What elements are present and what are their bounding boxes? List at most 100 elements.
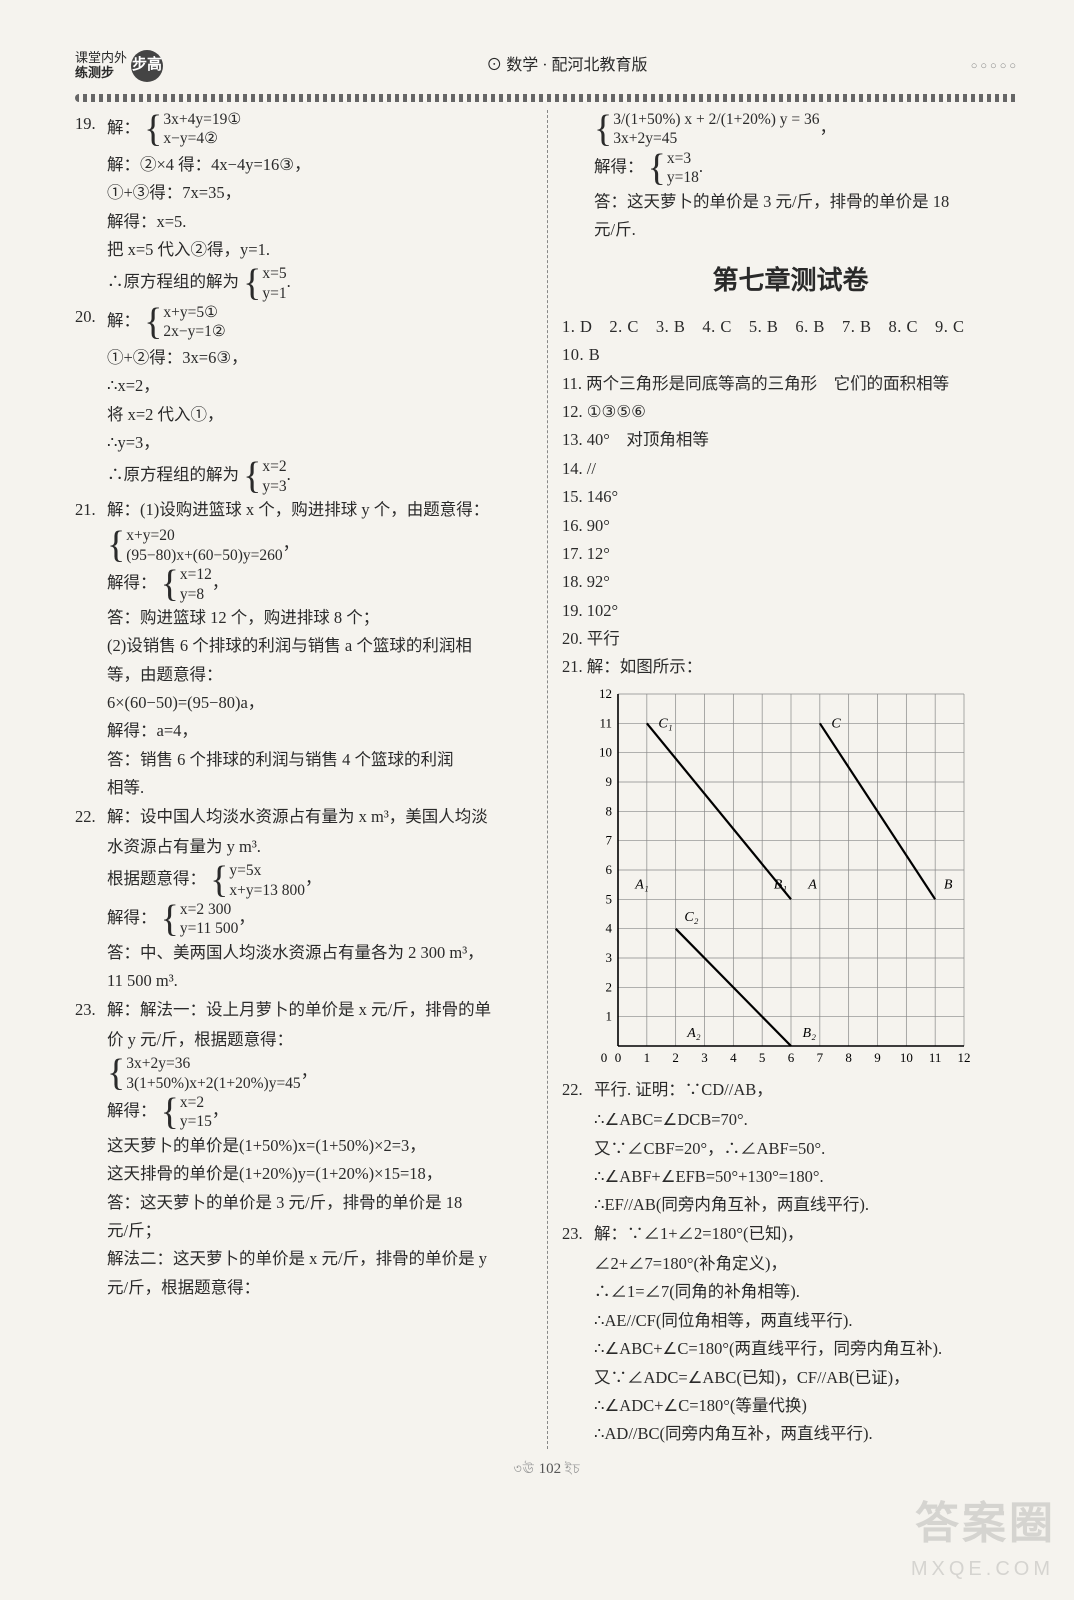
svg-text:12: 12 xyxy=(599,688,612,701)
svg-text:4: 4 xyxy=(730,1050,737,1065)
ans-21h: 21. 解：如图所示： xyxy=(562,653,1019,681)
svg-text:C: C xyxy=(831,716,841,731)
q23l-a1b: 元/斤； xyxy=(75,1217,533,1245)
q23r-l5: ∴∠ABC+∠C=180°(两直线平行，同旁内角互补). xyxy=(562,1335,1019,1363)
svg-text:C₁: C₁ xyxy=(658,716,672,731)
q22r-l2: ∴∠ABC=∠DCB=70°. xyxy=(562,1106,1019,1134)
q21-a2b: 相等. xyxy=(75,774,533,802)
q20-l4: ∴y=3， xyxy=(75,429,533,457)
q21-a2a: 答：销售 6 个排球的利润与销售 4 个篮球的利润 xyxy=(75,746,533,774)
q23l-sys-2: 3(1+50%)x+2(1+20%)y=45 xyxy=(126,1074,300,1093)
header-right: ○○○○○ xyxy=(971,57,1019,76)
q23c-sys-1: 3/(1+50%) x + 2/(1+20%) y = 36 xyxy=(613,110,819,129)
q22l-pre1: 根据题意得： xyxy=(107,869,206,888)
q23l-l3: 这天萝卜的单价是(1+50%)x=(1+50%)×2=3， xyxy=(75,1132,533,1160)
svg-text:4: 4 xyxy=(606,921,613,936)
svg-text:1: 1 xyxy=(606,1009,613,1024)
q19: 19. 解： { 3x+4y=19① x−y=4② xyxy=(75,110,533,149)
chapter-title: 第七章测试卷 xyxy=(562,258,1019,303)
right-column: { 3/(1+50%) x + 2/(1+20%) y = 36 3x+2y=4… xyxy=(547,110,1019,1449)
q23r-l8: ∴AD//BC(同旁内角互补，两直线平行). xyxy=(562,1420,1019,1448)
svg-text:0: 0 xyxy=(601,1050,608,1065)
watermark: 答案圈 xyxy=(915,1487,1056,1562)
page-number: ৩ঊ 102 ইচ xyxy=(75,1457,1019,1483)
q21-l3: 6×(60−50)=(95−80)a， xyxy=(75,689,533,717)
q20-l5: ∴原方程组的解为 xyxy=(107,465,239,484)
svg-text:8: 8 xyxy=(606,803,613,818)
svg-text:6: 6 xyxy=(606,862,613,877)
svg-text:10: 10 xyxy=(900,1050,913,1065)
q23r-l1: 解：∵∠1+∠2=180°(已知)， xyxy=(594,1220,1019,1248)
svg-text:A₁: A₁ xyxy=(634,878,648,893)
svg-text:7: 7 xyxy=(606,833,613,848)
page-number-value: 102 xyxy=(539,1461,562,1477)
svg-text:11: 11 xyxy=(929,1050,942,1065)
svg-text:1: 1 xyxy=(644,1050,651,1065)
svg-text:A₂: A₂ xyxy=(686,1026,701,1041)
q21: 21. 解：(1)设购进篮球 x 个，购进排球 y 个，由题意得： xyxy=(75,496,533,524)
q23r-l4: ∴AE//CF(同位角相等，两直线平行). xyxy=(562,1307,1019,1335)
q23l-h1a: 解：解法一：设上月萝卜的单价是 x 元/斤，排骨的单 xyxy=(107,996,533,1024)
q23r-num: 23. xyxy=(562,1220,594,1248)
left-column: 19. 解： { 3x+4y=19① x−y=4② 解：②×4 得：4x−4y=… xyxy=(75,110,547,1449)
ans-14: 14. // xyxy=(562,455,1019,483)
svg-text:B₂: B₂ xyxy=(803,1026,817,1041)
q21-sol1-2: y=8 xyxy=(180,585,212,604)
q19-l3: 解得：x=5. xyxy=(75,208,533,236)
svg-text:C₂: C₂ xyxy=(684,910,698,925)
q21-a1: 答：购进篮球 12 个，购进排球 8 个； xyxy=(75,604,533,632)
q23l-h1b: 价 y 元/斤，根据题意得： xyxy=(75,1026,533,1054)
svg-text:9: 9 xyxy=(874,1050,881,1065)
q22r-l3: 又∵∠CBF=20°，∴∠ABF=50°. xyxy=(562,1135,1019,1163)
q23c-a1a: 答：这天萝卜的单价是 3 元/斤，排骨的单价是 18 xyxy=(562,188,1019,216)
q23l-h2b: 元/斤，根据题意得： xyxy=(75,1274,533,1302)
header-label-top: 课堂内外 xyxy=(75,51,127,66)
q22l-sol-1: x=2 300 xyxy=(180,900,239,919)
ans-19: 19. 102° xyxy=(562,597,1019,625)
q20-l3: 将 x=2 代入①， xyxy=(75,401,533,429)
q22l-sol-2: y=11 500 xyxy=(180,919,239,938)
ans-16: 16. 90° xyxy=(562,512,1019,540)
ans-18: 18. 92° xyxy=(562,568,1019,596)
q23r-l6: 又∵∠ADC=∠ABC(已知)，CF//AB(已证)， xyxy=(562,1364,1019,1392)
q20-pre: 解： xyxy=(107,311,140,330)
q23c-sol-1: x=3 xyxy=(667,149,699,168)
q21-sys1-1: x+y=20 xyxy=(126,526,282,545)
q23l-pre2: 解得： xyxy=(107,1101,157,1120)
svg-text:7: 7 xyxy=(817,1050,824,1065)
q21-h2b: 等，由题意得： xyxy=(75,661,533,689)
ans-13: 13. 40° 对顶角相等 xyxy=(562,426,1019,454)
q22l-num: 22. xyxy=(75,803,107,831)
q20-l1: ①+②得：3x=6③， xyxy=(75,344,533,372)
q22l-sys-1: y=5x xyxy=(229,861,305,880)
svg-text:5: 5 xyxy=(606,891,613,906)
svg-text:3: 3 xyxy=(606,950,613,965)
q23c-a1b: 元/斤. xyxy=(562,216,1019,244)
mc-10: 10. B xyxy=(562,341,1019,369)
q19-l1: 解：②×4 得：4x−4y=16③， xyxy=(75,151,533,179)
page-header: 课堂内外 练测步 步高 ⊙ 数学 · 配河北教育版 ○○○○○ xyxy=(75,50,1019,82)
q22r-l1: 平行. 证明：∵CD//AB， xyxy=(594,1076,1019,1104)
q22r-l4: ∴∠ABF+∠EFB=50°+130°=180°. xyxy=(562,1163,1019,1191)
svg-text:11: 11 xyxy=(599,715,612,730)
q20-sys-2: 2x−y=1② xyxy=(163,322,225,341)
q22r: 22. 平行. 证明：∵CD//AB， xyxy=(562,1076,1019,1104)
ans-17: 17. 12° xyxy=(562,540,1019,568)
q22l-a1b: 11 500 m³. xyxy=(75,967,533,995)
q19-sol-1: x=5 xyxy=(262,264,286,283)
q23l-sol-2: y=15 xyxy=(180,1112,212,1131)
mc-1-9: 1. D 2. C 3. B 4. C 5. B 6. B 7. B 8. C … xyxy=(562,313,1019,341)
q23l-sol-1: x=2 xyxy=(180,1093,212,1112)
svg-text:5: 5 xyxy=(759,1050,766,1065)
svg-text:3: 3 xyxy=(701,1050,708,1065)
ans-12: 12. ①③⑤⑥ xyxy=(562,398,1019,426)
q23c-sys-2: 3x+2y=45 xyxy=(613,129,819,148)
q21-sol1-pre: 解得： xyxy=(107,573,157,592)
header-center: ⊙ 数学 · 配河北教育版 xyxy=(163,52,971,79)
q23c-sol-2: y=18 xyxy=(667,168,699,187)
svg-text:2: 2 xyxy=(672,1050,679,1065)
ans-11: 11. 两个三角形是同底等高的三角形 它们的面积相等 xyxy=(562,370,1019,398)
q19-sys-2: x−y=4② xyxy=(163,129,241,148)
svg-text:2: 2 xyxy=(606,979,613,994)
svg-text:B: B xyxy=(944,878,953,893)
